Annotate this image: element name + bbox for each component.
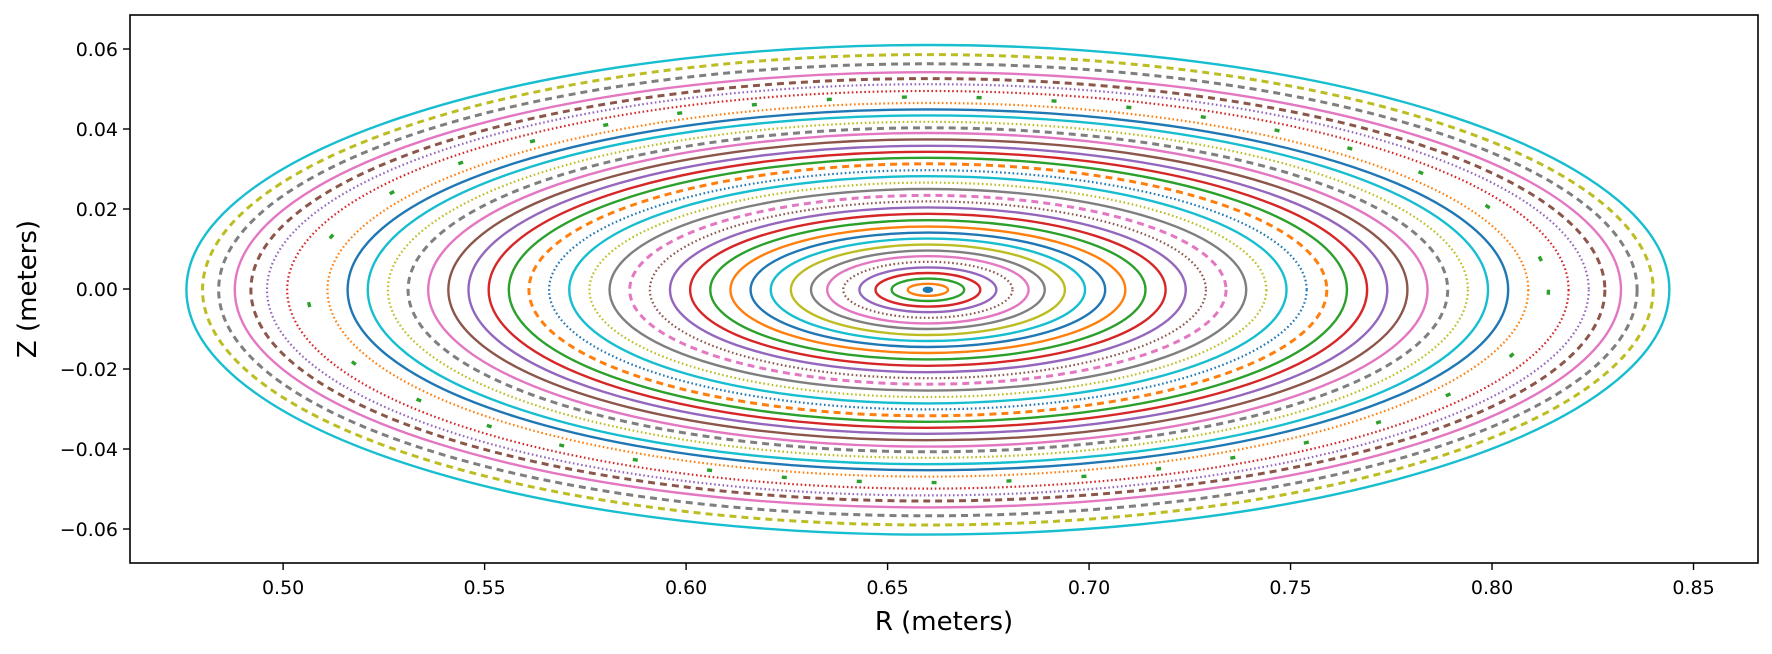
- flux-surface-12: [729, 225, 1127, 355]
- x-tick-label: 0.70: [1068, 577, 1110, 599]
- y-tick-label: −0.04: [60, 439, 118, 461]
- flux-surface-21: [547, 169, 1308, 411]
- flux-surface-1: [922, 286, 934, 293]
- flux-surface-19: [588, 181, 1268, 399]
- y-axis-label: Z (meters): [13, 220, 43, 358]
- x-tick-label: 0.80: [1471, 577, 1513, 599]
- flux-surface-9: [789, 243, 1067, 337]
- x-tick-label: 0.55: [463, 577, 505, 599]
- x-tick-label: 0.85: [1672, 577, 1714, 599]
- flux-surface-39: [201, 53, 1655, 527]
- flux-surface-25: [467, 144, 1389, 435]
- y-tick-label: 0.04: [76, 119, 118, 141]
- flux-surface-35: [265, 83, 1590, 497]
- flux-surface-3: [890, 277, 966, 303]
- flux-surface-16: [648, 200, 1208, 380]
- flux-surface-33: [305, 95, 1551, 485]
- flux-surface-14: [688, 212, 1167, 367]
- flux-surface-26: [447, 138, 1409, 442]
- x-tick-label: 0.50: [262, 577, 304, 599]
- flux-surface-36: [249, 77, 1607, 503]
- x-tick-label: 0.75: [1269, 577, 1311, 599]
- y-tick-label: 0.00: [76, 279, 118, 301]
- y-tick-label: −0.02: [60, 359, 118, 381]
- flux-surface-13: [709, 218, 1147, 361]
- flux-surface-18: [608, 187, 1248, 392]
- flux-surface-4: [874, 271, 982, 308]
- y-tick-label: 0.06: [76, 39, 118, 61]
- flux-surface-30: [366, 114, 1490, 466]
- flux-surface-24: [487, 150, 1369, 429]
- flux-surface-17: [628, 193, 1228, 386]
- x-tick-label: 0.60: [665, 577, 707, 599]
- flux-surface-7: [825, 254, 1030, 325]
- flux-surface-34: [286, 89, 1570, 490]
- flux-surface-23: [507, 156, 1349, 423]
- flux-surface-20: [568, 174, 1288, 405]
- axes-frame: [129, 14, 1759, 564]
- y-axis-ticks: −0.06 −0.04 −0.02 0.00 0.02 0.04 0.06: [60, 39, 130, 541]
- flux-surface-29: [386, 120, 1469, 459]
- flux-surface-27: [426, 131, 1429, 448]
- flux-surface-32: [326, 101, 1530, 478]
- flux-surface-38: [217, 62, 1639, 518]
- x-tick-label: 0.65: [866, 577, 908, 599]
- flux-surface-28: [406, 126, 1450, 454]
- x-axis-ticks: 0.50 0.55 0.60 0.65 0.70 0.75 0.80 0.85: [262, 563, 1715, 599]
- y-tick-label: 0.02: [76, 199, 118, 221]
- flux-surface-10: [769, 237, 1087, 343]
- flux-surface-6: [842, 260, 1014, 319]
- flux-surface-11: [749, 231, 1107, 349]
- x-axis-label: R (meters): [875, 607, 1013, 637]
- flux-surface-2: [906, 282, 950, 297]
- flux-surface-15: [668, 206, 1187, 374]
- flux-surface-5: [858, 266, 998, 314]
- y-tick-label: −0.06: [60, 519, 118, 541]
- flux-surfaces: [185, 43, 1671, 536]
- flux-surface-31: [346, 108, 1510, 472]
- flux-surface-8: [809, 249, 1046, 331]
- flux-surface-40: [185, 43, 1671, 536]
- flux-surface-37: [233, 70, 1623, 509]
- flux-surface-22: [527, 162, 1329, 418]
